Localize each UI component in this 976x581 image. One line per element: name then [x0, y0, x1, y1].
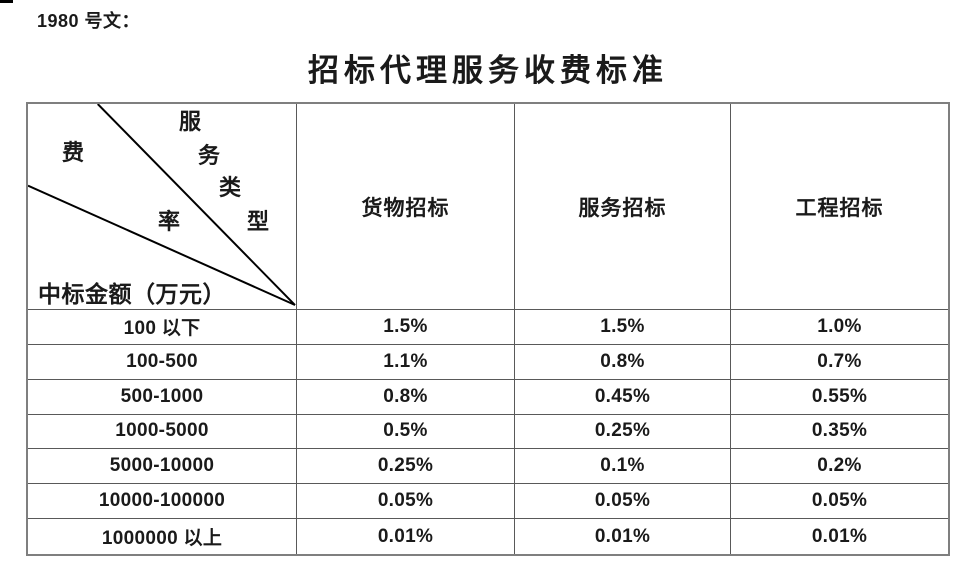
services-rate-cell: 0.25%	[515, 414, 731, 450]
goods-rate-cell: 1.1%	[297, 344, 515, 380]
engineering-rate-cell: 0.7%	[731, 345, 948, 380]
column-header-engineering: 工程招标	[731, 104, 948, 310]
corner-label-service-char: 服	[179, 109, 202, 134]
amount-range-cell: 5000-10000	[28, 449, 297, 485]
services-rate-cell: 0.01%	[515, 519, 731, 554]
page-edge-artifact	[0, 0, 13, 3]
diagonal-divider-lines	[28, 104, 296, 306]
corner-header-cell: 服 费 务 类 率 型 中标金额（万元）	[28, 104, 297, 310]
engineering-rate-cell: 0.2%	[731, 449, 948, 485]
corner-label-service-char: 类	[219, 175, 242, 200]
amount-range-cell: 500-1000	[28, 379, 297, 415]
goods-rate-cell: 1.5%	[297, 310, 515, 345]
corner-label-fee-char: 费	[62, 140, 85, 165]
engineering-rate-cell: 0.35%	[731, 415, 948, 450]
engineering-rate-cell: 1.0%	[731, 310, 948, 345]
doc-number: 1980 号文：	[37, 11, 141, 31]
corner-label-fee-char: 率	[158, 209, 181, 234]
column-header-goods: 货物招标	[297, 104, 515, 310]
services-rate-cell: 0.8%	[515, 344, 731, 380]
amount-axis-label: 中标金额（万元）	[38, 282, 226, 307]
goods-rate-cell: 0.05%	[297, 484, 515, 520]
fee-standard-table: 服 费 务 类 率 型 中标金额（万元） 货物招标 服务招标 工程招标 100 …	[26, 102, 950, 556]
engineering-rate-cell: 0.01%	[811, 525, 868, 547]
corner-label-service-char: 务	[198, 143, 221, 168]
engineering-rate-cell: 0.55%	[731, 380, 948, 415]
page-title: 招标代理服务收费标准	[308, 53, 668, 88]
amount-range-cell: 100 以下	[28, 310, 297, 345]
goods-rate-cell: 0.8%	[297, 379, 515, 415]
column-header-services: 服务招标	[515, 104, 731, 310]
goods-rate-cell: 0.5%	[297, 414, 515, 450]
amount-range-cell: 1000000 以上	[28, 519, 297, 554]
services-rate-cell: 0.05%	[515, 484, 731, 520]
goods-rate-cell: 0.01%	[297, 519, 515, 554]
amount-range-cell: 100-500	[28, 344, 297, 380]
services-rate-cell: 0.1%	[515, 449, 731, 485]
goods-rate-cell: 0.25%	[297, 449, 515, 485]
services-rate-cell: 0.45%	[515, 379, 731, 415]
engineering-rate-cell: 0.05%	[731, 484, 948, 520]
services-rate-cell: 1.5%	[515, 310, 731, 345]
corner-label-service-char: 型	[247, 209, 270, 234]
amount-range-cell: 1000-5000	[28, 414, 297, 450]
amount-range-cell: 10000-100000	[28, 484, 297, 520]
